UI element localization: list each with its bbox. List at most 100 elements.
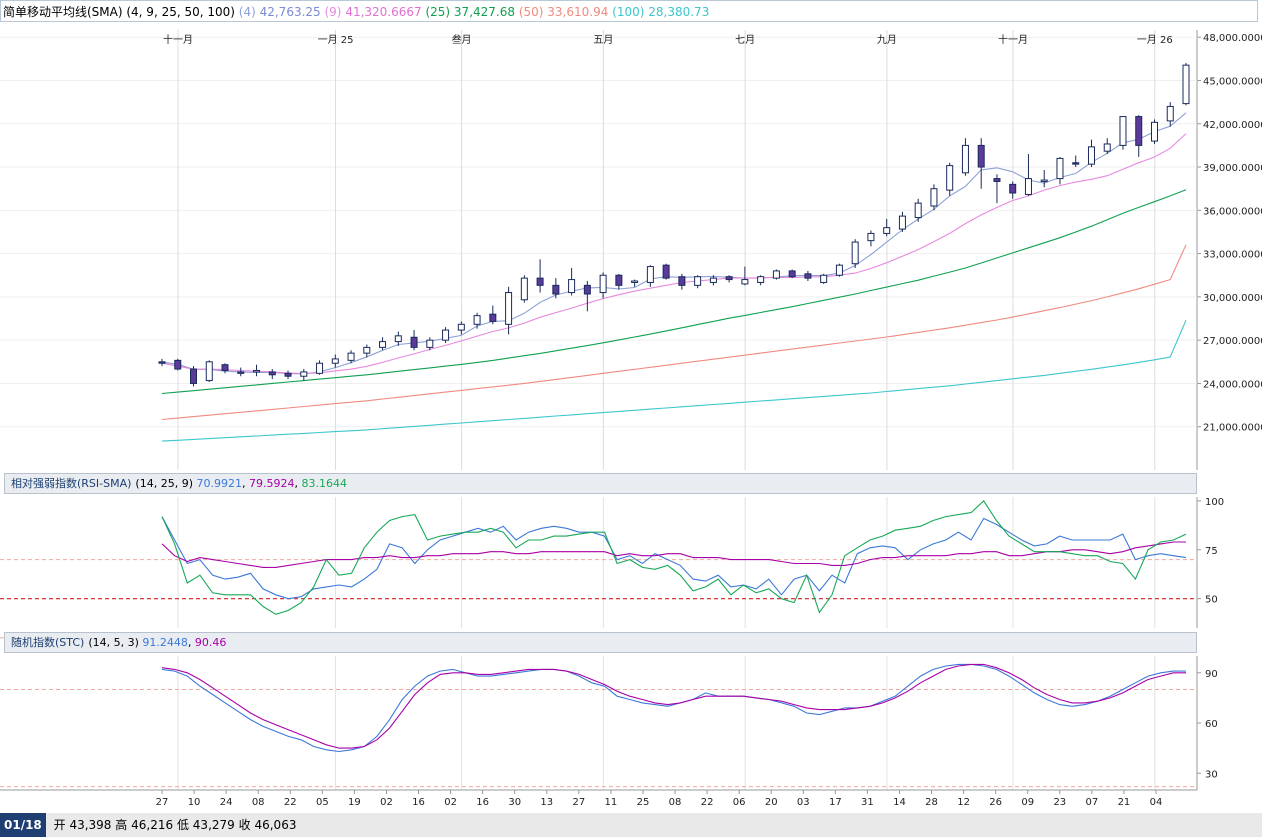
candle-body bbox=[631, 280, 639, 283]
candle-body bbox=[646, 266, 654, 283]
candle-body bbox=[1009, 183, 1017, 194]
candle-body bbox=[410, 336, 418, 348]
stc-panel-title: 随机指数(STC) (14, 5, 3) 91.2448, 90.46 bbox=[4, 632, 1197, 653]
candle-body bbox=[316, 362, 324, 374]
candle-body bbox=[158, 361, 166, 364]
x-tick-label: 23 bbox=[1053, 797, 1066, 808]
candle-body bbox=[725, 276, 733, 281]
x-tick-label: 09 bbox=[1021, 797, 1034, 808]
rsi-params: (14, 25, 9) bbox=[135, 477, 193, 490]
candle-body bbox=[1166, 105, 1174, 122]
x-tick-label: 04 bbox=[1150, 797, 1163, 808]
month-label: 一月 26 bbox=[1137, 34, 1173, 46]
x-tick-label: 06 bbox=[733, 797, 746, 808]
x-tick-label: 16 bbox=[412, 797, 425, 808]
month-label: 五月 bbox=[593, 34, 613, 46]
x-tick-label: 16 bbox=[476, 797, 489, 808]
stc-plot-area[interactable]: 90 60 30 bbox=[0, 656, 1218, 790]
sma-value: 33,610.94 bbox=[547, 5, 609, 19]
sma-line bbox=[161, 112, 1187, 375]
price-tick-label: 42,000.0000 bbox=[1203, 120, 1262, 131]
candle-body bbox=[347, 352, 355, 361]
rsi-label: 相对强弱指数(RSI-SMA) bbox=[11, 477, 132, 490]
month-label: 叁月 bbox=[452, 33, 472, 46]
x-axis: 27 10 24 08 22 05 19 02 16 02 16 30 13 27 11 25 08 22 06 20… bbox=[0, 789, 1197, 808]
candle-body bbox=[237, 371, 245, 374]
indicator-value: 90.46 bbox=[194, 636, 227, 649]
rsi-line bbox=[161, 500, 1187, 615]
candle-body bbox=[599, 274, 607, 294]
month-label: 十一月 bbox=[163, 33, 193, 46]
candle-body bbox=[678, 276, 686, 286]
x-tick-label: 22 bbox=[701, 797, 714, 808]
stc-params: (14, 5, 3) bbox=[88, 636, 139, 649]
candle-body bbox=[442, 329, 450, 341]
low-value: 43,279 bbox=[192, 818, 235, 832]
close-label: 收 bbox=[238, 818, 251, 832]
stc-values: 91.2448, 90.46 bbox=[142, 636, 226, 649]
candle-body bbox=[253, 369, 261, 373]
sma-value: 37,427.68 bbox=[453, 5, 515, 19]
candle-body bbox=[946, 165, 954, 191]
price-plot-area[interactable]: 48,000.0000 45,000.0000 42,000.0000 39,000.… bbox=[0, 30, 1262, 470]
sma-value: 41,320.6667 bbox=[345, 5, 422, 19]
high-label: 高 bbox=[115, 818, 128, 832]
stc-label: 随机指数(STC) bbox=[11, 636, 85, 649]
sma-value: 42,763.25 bbox=[259, 5, 321, 19]
x-tick-label: 02 bbox=[380, 797, 393, 808]
sma-line bbox=[161, 244, 1187, 421]
candle-body bbox=[221, 364, 229, 371]
rsi-panel-title: 相对强弱指数(RSI-SMA) (14, 25, 9) 70.9921, 79.5… bbox=[4, 473, 1197, 494]
x-tick-label: 05 bbox=[316, 797, 329, 808]
x-tick-label: 12 bbox=[957, 797, 970, 808]
stc-tick-label: 60 bbox=[1205, 719, 1218, 730]
candle-body bbox=[473, 315, 481, 325]
candle-body bbox=[961, 144, 969, 174]
x-tick-label: 31 bbox=[861, 797, 874, 808]
month-label: 七月 bbox=[735, 34, 755, 46]
candle-body bbox=[300, 371, 308, 377]
price-tick-label: 27,000.0000 bbox=[1203, 336, 1262, 347]
candle-body bbox=[1182, 64, 1190, 105]
separator: , bbox=[241, 477, 249, 490]
candle-body bbox=[867, 232, 875, 242]
candle-body bbox=[615, 274, 623, 286]
price-tick-label: 45,000.0000 bbox=[1203, 76, 1262, 87]
price-tick-label: 30,000.0000 bbox=[1203, 293, 1262, 304]
candle-body bbox=[694, 276, 702, 286]
indicator-value: 91.2448 bbox=[142, 636, 188, 649]
candle-body bbox=[930, 188, 938, 207]
candle-body bbox=[898, 215, 906, 230]
x-tick-label: 28 bbox=[925, 797, 938, 808]
x-tick-label: 11 bbox=[605, 797, 618, 808]
candle-body bbox=[489, 313, 497, 322]
rsi-values: 70.9921, 79.5924, 83.1644 bbox=[196, 477, 347, 490]
candle-body bbox=[1119, 116, 1127, 146]
candle-body bbox=[394, 335, 402, 343]
candle-body bbox=[552, 284, 560, 295]
x-tick-label: 24 bbox=[220, 797, 233, 808]
sma-line bbox=[161, 133, 1187, 375]
rsi-plot-area[interactable]: 100 75 50 bbox=[0, 497, 1224, 639]
candle-body bbox=[1150, 121, 1158, 142]
rsi-tick-label: 50 bbox=[1205, 595, 1218, 606]
high-value: 46,216 bbox=[131, 818, 174, 832]
candle-body bbox=[379, 341, 387, 348]
stc-line bbox=[161, 663, 1186, 749]
month-label: 十一月 bbox=[998, 33, 1028, 46]
candle-body bbox=[190, 368, 198, 384]
price-tick-label: 33,000.0000 bbox=[1203, 250, 1262, 261]
sma-key: (25) bbox=[421, 5, 454, 19]
sma-key: (9) bbox=[320, 5, 346, 19]
rsi-tick-label: 100 bbox=[1205, 497, 1224, 508]
x-tick-label: 10 bbox=[188, 797, 201, 808]
candle-body bbox=[1072, 162, 1080, 165]
price-tick-label: 36,000.0000 bbox=[1203, 206, 1262, 217]
x-tick-label: 17 bbox=[829, 797, 842, 808]
price-tick-label: 39,000.0000 bbox=[1203, 163, 1262, 174]
low-label: 低 bbox=[176, 818, 189, 832]
candle-body bbox=[741, 279, 749, 285]
candle-body bbox=[977, 144, 985, 168]
candle-body bbox=[1024, 178, 1032, 195]
